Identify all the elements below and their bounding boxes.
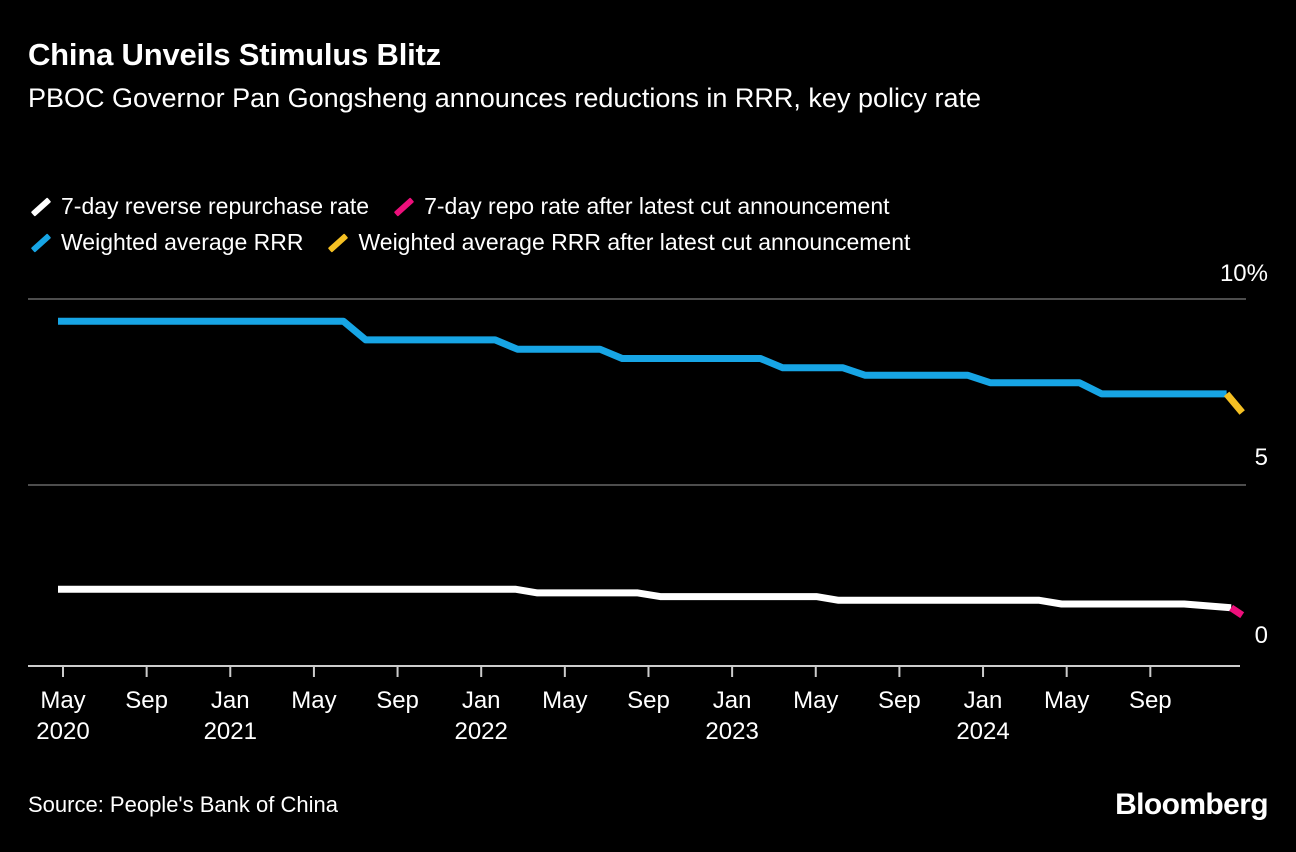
x-tick-month: May [291, 687, 337, 714]
x-tick-month: Sep [1128, 687, 1172, 714]
x-tick-month: Sep [878, 687, 921, 714]
chart-gridlines [28, 298, 1246, 486]
legend-item-repo-rate-cut: 7-day repo rate after latest cut announc… [391, 193, 890, 219]
series-line [1229, 604, 1245, 619]
y-tick-label-0: 0 [1254, 622, 1268, 649]
y-tick-label-10: 10% [1219, 260, 1268, 287]
x-tick-label: May [259, 686, 369, 748]
x-tick-label: Sep [343, 686, 453, 748]
x-tick-label: May 2020 [8, 686, 118, 748]
source-note: Source: People's Bank of China [28, 792, 338, 817]
x-tick-label: Sep [1095, 686, 1205, 748]
x-tick-label: Sep [844, 686, 954, 748]
chart-series-group [58, 317, 1245, 619]
chart-x-axis-labels: May 2020 Sep Jan 2021 May Sep Jan 2022 May Sep… [0, 686, 1296, 760]
chart-legend: 7-day reverse repurchase rate 7-day repo… [28, 188, 1243, 260]
legend-item-rrr: Weighted average RRR [28, 229, 303, 255]
x-tick-label: Jan 2023 [677, 686, 787, 748]
x-tick-label: Sep [593, 686, 703, 748]
x-tick-month: Jan [712, 687, 752, 714]
x-tick-year [1095, 716, 1205, 748]
legend-row: Weighted average RRR Weighted average RR… [28, 224, 1243, 260]
x-tick-year: 2024 [956, 718, 1010, 745]
x-tick-month: Jan [963, 687, 1003, 714]
page-title: China Unveils Stimulus Blitz [28, 37, 441, 72]
x-tick-label: Jan 2021 [175, 686, 285, 748]
legend-label: Weighted average RRR [61, 229, 304, 255]
x-tick-label: Jan 2024 [928, 686, 1038, 748]
x-tick-month: May [542, 687, 588, 714]
x-tick-month: Jan [461, 687, 501, 714]
x-tick-month: May [40, 687, 86, 714]
x-tick-label: May [761, 686, 871, 748]
x-tick-label: Jan 2022 [426, 686, 536, 748]
x-tick-month: May [793, 687, 839, 714]
legend-label: 7-day reverse repurchase rate [61, 193, 370, 219]
legend-label: Weighted average RRR after latest cut an… [358, 229, 911, 255]
legend-label: 7-day repo rate after latest cut announc… [424, 193, 890, 219]
x-tick-year: 2022 [454, 718, 508, 745]
x-tick-year: 2021 [203, 718, 257, 745]
legend-item-repo-rate: 7-day reverse repurchase rate [28, 193, 369, 219]
legend-row: 7-day reverse repurchase rate 7-day repo… [28, 188, 1243, 224]
x-tick-month: May [1044, 687, 1090, 714]
series-line [58, 585, 1232, 612]
bloomberg-logo: Bloomberg [1115, 788, 1269, 821]
x-tick-year: 2023 [705, 718, 759, 745]
x-tick-label: Sep [92, 686, 202, 748]
x-tick-month: Sep [376, 687, 419, 714]
x-tick-month: Sep [125, 687, 168, 714]
x-tick-year: 2020 [36, 718, 90, 745]
x-tick-label: May [510, 686, 620, 748]
series-line [58, 317, 1227, 398]
y-tick-label-5: 5 [1254, 444, 1268, 471]
chart-subtitle: PBOC Governor Pan Gongsheng announces re… [28, 83, 982, 113]
legend-item-rrr-cut: Weighted average RRR after latest cut an… [325, 229, 910, 255]
chart-x-axis [28, 665, 1240, 677]
chart-header: China Unveils Stimulus Blitz PBOC Govern… [28, 36, 1238, 117]
x-tick-month: Jan [210, 687, 250, 714]
x-tick-label: May [1012, 686, 1122, 748]
x-tick-month: Sep [627, 687, 670, 714]
series-line [1223, 391, 1245, 415]
